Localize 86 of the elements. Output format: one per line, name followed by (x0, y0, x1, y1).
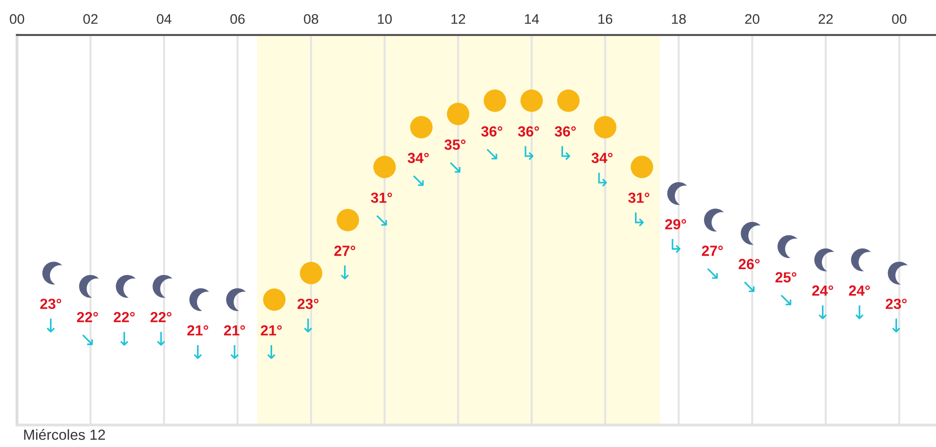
text: ↓ (230, 345, 239, 359)
data-label: 27° (702, 246, 723, 256)
data-label: 31° (628, 192, 650, 203)
data-label: 25° (775, 272, 796, 282)
data-label: 23° (298, 298, 318, 310)
annotation: ↳ (598, 172, 607, 187)
annotation: ↘ (744, 281, 755, 292)
annotation: ↳ (524, 146, 534, 160)
data-label: 21° (187, 325, 208, 336)
x-tick-label: 20 (745, 14, 760, 24)
point (814, 248, 834, 272)
point (851, 248, 871, 272)
annotation: ↘ (450, 162, 460, 173)
annotation: ↓ (340, 266, 349, 280)
x-tick-label: 08 (304, 14, 318, 24)
data-label: 27° (334, 246, 356, 256)
annotation: ↘ (707, 268, 718, 279)
text: ↓ (46, 318, 55, 332)
data-label: 26° (738, 258, 760, 270)
x-tick-label: 06 (230, 14, 245, 24)
point (116, 274, 136, 298)
data-label: 36° (481, 126, 502, 137)
annotation: ↘ (486, 148, 498, 160)
x-tick-label: 16 (598, 14, 612, 24)
annotation: ↘ (413, 175, 424, 186)
data-label: 36° (554, 126, 576, 137)
point (484, 89, 506, 112)
data-label: 31° (370, 192, 392, 203)
x-tick-label: 14 (524, 14, 539, 24)
data-label: 24° (848, 285, 870, 296)
data-label: 34° (591, 152, 613, 164)
annotation: ↳ (634, 212, 644, 226)
data-label: 24° (812, 285, 834, 296)
point (557, 89, 580, 112)
data-label: 36° (518, 126, 540, 137)
data-label: 34° (408, 152, 429, 164)
text: ↓ (267, 345, 276, 359)
data-label: 22° (114, 312, 135, 322)
point (189, 288, 210, 312)
text: ↓ (304, 318, 312, 332)
x-tick-label: 22 (818, 14, 833, 24)
text: Miércoles 12 (24, 429, 105, 440)
data-label: 29° (665, 219, 686, 230)
text: ↓ (194, 345, 202, 359)
point (300, 262, 322, 284)
point (704, 208, 724, 232)
x-tick-label: 12 (451, 14, 466, 24)
point (42, 262, 62, 285)
text: ↓ (120, 332, 128, 346)
x-tick-label: 10 (378, 14, 392, 24)
point (740, 222, 761, 245)
point (226, 288, 246, 312)
data-label: 23° (886, 298, 907, 310)
data-label: 35° (444, 140, 466, 150)
point (410, 116, 433, 138)
data-label: 21° (260, 325, 282, 336)
point (888, 262, 908, 285)
data-label: 23° (40, 298, 62, 310)
data-label: 22° (150, 312, 172, 322)
annotation: ↳ (561, 146, 570, 160)
text: ↓ (855, 305, 864, 320)
text: ↓ (818, 305, 827, 320)
text: ↓ (892, 318, 900, 332)
data-label: 22° (77, 312, 98, 322)
point (630, 156, 654, 178)
x-tick-label: 02 (83, 14, 98, 24)
point (778, 235, 798, 258)
text: ↓ (157, 332, 166, 346)
x-tick-label: 00 (892, 14, 906, 24)
annotation: ↘ (376, 215, 387, 226)
x-tick-label: 04 (156, 14, 172, 24)
x-tick-label: 18 (672, 14, 686, 24)
point (336, 208, 360, 232)
point (520, 89, 543, 112)
annotation: ↘ (780, 294, 792, 306)
point (594, 116, 616, 138)
point (263, 288, 286, 311)
point (373, 156, 396, 178)
text: ↘ (82, 334, 93, 346)
point (446, 102, 470, 126)
point (667, 182, 688, 205)
point (79, 274, 99, 298)
data-label: 21° (224, 325, 245, 336)
annotation: ↳ (672, 239, 680, 253)
x-tick-label: 00 (10, 14, 24, 24)
point (152, 274, 172, 298)
